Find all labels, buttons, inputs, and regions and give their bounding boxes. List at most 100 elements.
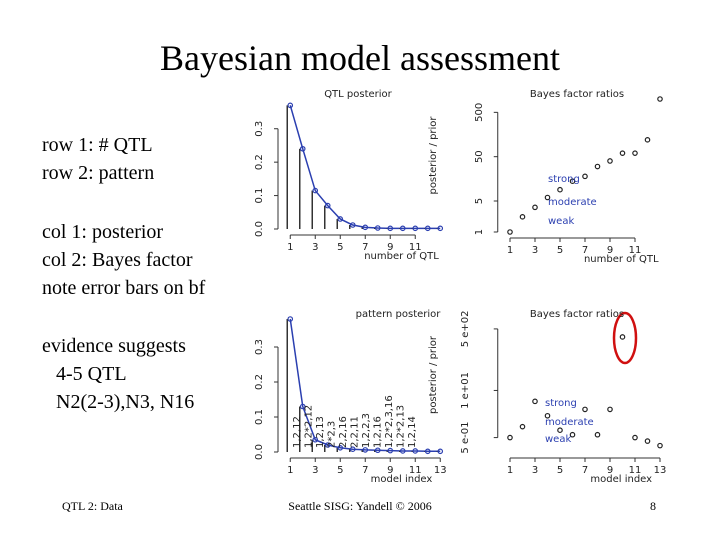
point <box>519 214 526 220</box>
y-tick-label: 50 <box>474 150 485 163</box>
pattern-label: 2,2,16 <box>338 416 349 448</box>
note: col 2: Bayes factor <box>42 249 193 271</box>
x-tick-label: 5 <box>557 245 563 256</box>
point <box>399 225 406 232</box>
x-tick-label: 3 <box>312 242 318 253</box>
point <box>424 225 431 232</box>
point <box>607 158 613 164</box>
highlight <box>612 311 638 365</box>
note: col 1: posterior <box>42 221 163 243</box>
slide-title: Bayesian model assessment <box>160 38 560 78</box>
x-tick-label: 3 <box>312 465 318 476</box>
pattern-label: 1,2*2,13 <box>396 405 407 448</box>
chart-title: Bayes factor ratios <box>530 309 624 320</box>
point <box>437 225 444 232</box>
y-tick-label: 0.1 <box>254 409 265 425</box>
point <box>399 448 406 454</box>
annotation: strong <box>548 174 580 185</box>
footer-center: Seattle SISG: Yandell © 2006 <box>288 499 431 513</box>
point <box>594 431 601 438</box>
x-tick-label: 13 <box>434 465 447 476</box>
point <box>544 194 551 201</box>
x-tick-label: 3 <box>532 465 538 476</box>
annotation: weak <box>548 216 574 227</box>
point <box>374 225 381 231</box>
x-tick-label: 1 <box>287 242 293 253</box>
point <box>644 137 651 143</box>
annotation: weak <box>545 434 571 445</box>
point <box>544 412 551 419</box>
point <box>644 438 651 444</box>
point <box>312 436 319 443</box>
x-axis-label: model index <box>371 474 433 485</box>
x-tick-label: 3 <box>532 245 538 256</box>
y-axis-label: posterior / prior <box>428 335 439 414</box>
pattern-label: 1,2*2,12 <box>304 405 315 448</box>
annotation: moderate <box>548 197 597 208</box>
page-number: 8 <box>650 499 656 513</box>
point <box>619 150 626 156</box>
pattern-label: 2*2,3 <box>327 421 338 448</box>
y-tick-label: 0.3 <box>254 121 265 137</box>
y-axis-label: posterior / prior <box>428 116 439 195</box>
y-tick-label: 5 e-01 <box>460 422 471 454</box>
x-tick-label: 11 <box>409 242 422 253</box>
point <box>582 406 588 413</box>
point <box>557 427 563 433</box>
chart-title: Bayes factor ratios <box>530 89 624 100</box>
point <box>532 398 538 405</box>
point <box>619 334 626 340</box>
point <box>557 186 563 193</box>
x-tick-label: 5 <box>337 465 343 476</box>
y-tick-label: 0.2 <box>254 374 265 390</box>
point <box>287 102 294 109</box>
x-tick-label: 9 <box>607 245 613 256</box>
y-tick-label: 5 e+02 <box>460 311 471 348</box>
point <box>324 442 331 448</box>
point <box>362 447 369 453</box>
x-tick-label: 1 <box>507 245 513 256</box>
annotation: strong <box>545 398 577 409</box>
x-tick-label: 1 <box>287 465 293 476</box>
y-tick-label: 0.1 <box>254 188 265 204</box>
x-tick-label: 11 <box>629 465 642 476</box>
point <box>569 431 576 438</box>
y-tick-label: 0.0 <box>254 444 265 460</box>
y-tick-label: 0.2 <box>254 154 265 170</box>
point <box>582 173 588 180</box>
point <box>437 448 444 455</box>
x-tick-label: 11 <box>409 465 422 476</box>
point <box>424 448 431 455</box>
point <box>349 222 356 228</box>
point <box>507 434 513 441</box>
y-tick-label: 1 <box>474 229 485 235</box>
pattern-label: 1,2,12 <box>292 416 303 448</box>
x-tick-label: 9 <box>387 242 393 253</box>
point <box>337 216 344 222</box>
x-tick-label: 1 <box>507 465 513 476</box>
point <box>412 225 419 232</box>
point <box>299 145 306 152</box>
x-tick-label: 7 <box>582 245 588 256</box>
y-tick-label: 0.0 <box>254 221 265 237</box>
x-tick-label: 5 <box>557 465 563 476</box>
point <box>657 96 663 102</box>
point <box>362 224 369 231</box>
pattern-label: 1,2,13 <box>315 416 326 448</box>
x-tick-label: 7 <box>582 465 588 476</box>
point <box>387 225 394 232</box>
x-axis-label: number of QTL <box>364 251 439 262</box>
point <box>387 447 394 454</box>
note: 4-5 QTL <box>56 363 127 385</box>
point <box>657 442 663 449</box>
pattern-label: 1,2,2,3 <box>361 413 372 448</box>
x-tick-label: 9 <box>607 465 613 476</box>
x-axis-label: model index <box>590 474 652 485</box>
point <box>287 316 294 322</box>
x-tick-label: 9 <box>387 465 393 476</box>
point <box>374 447 381 454</box>
chart-title: pattern posterior <box>356 309 442 320</box>
pattern-label: 1,2,16 <box>373 416 384 448</box>
x-axis-label: number of QTL <box>584 254 659 265</box>
pattern-label: 1,2*2,3,16 <box>384 395 395 448</box>
